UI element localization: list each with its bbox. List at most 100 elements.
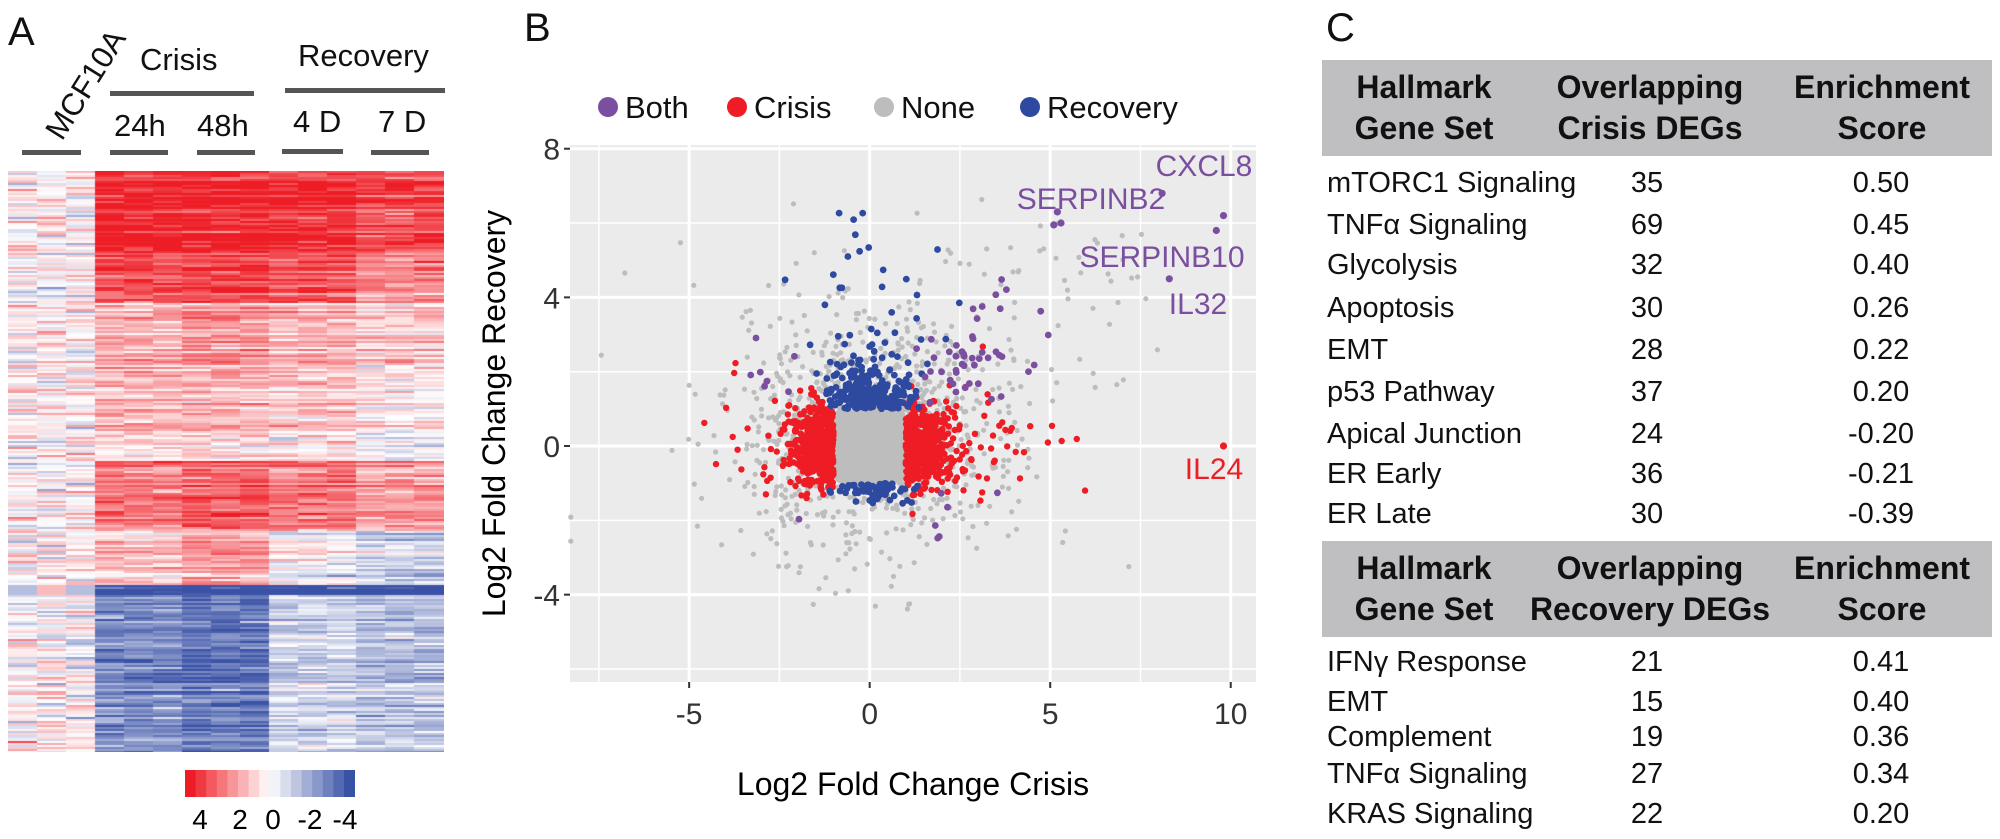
point-none	[1000, 463, 1006, 469]
point-recovery	[868, 341, 876, 348]
point-crisis	[823, 411, 830, 419]
point-none	[894, 504, 900, 511]
point-crisis	[940, 410, 947, 418]
point-both	[937, 489, 945, 497]
point-crisis	[912, 441, 920, 448]
point-none	[843, 532, 849, 538]
point-recovery	[876, 393, 884, 401]
point-none	[918, 394, 925, 401]
point-none	[834, 312, 840, 318]
point-both	[1057, 219, 1065, 227]
point-none	[878, 549, 885, 555]
point-recovery	[871, 484, 879, 491]
point-none	[711, 433, 717, 439]
point-none	[853, 541, 859, 547]
point-crisis	[951, 414, 959, 421]
point-crisis	[920, 421, 927, 429]
point-both	[952, 388, 960, 396]
bracket-24h	[110, 150, 168, 155]
point-none	[1154, 347, 1160, 353]
bracket-4d	[282, 149, 343, 154]
point-crisis	[925, 471, 932, 479]
point-crisis	[767, 445, 775, 453]
point-none	[1011, 357, 1017, 363]
point-none	[835, 290, 841, 296]
point-none	[981, 451, 987, 457]
x-tick-label: 5	[1042, 698, 1059, 731]
point-recovery	[904, 497, 911, 504]
point-none	[744, 446, 750, 452]
point-none	[890, 505, 896, 511]
point-crisis	[923, 413, 930, 420]
point-recovery	[905, 371, 913, 379]
point-none	[1105, 271, 1111, 277]
colorbar-swatch	[280, 770, 292, 797]
point-recovery	[840, 361, 848, 369]
point-none	[847, 494, 853, 500]
point-crisis	[914, 461, 921, 469]
gene-set-name: EMT	[1327, 686, 1389, 718]
point-recovery	[806, 341, 814, 349]
point-crisis	[800, 443, 807, 451]
point-none	[896, 304, 902, 310]
point-both	[1219, 212, 1228, 220]
point-crisis	[787, 478, 794, 486]
point-none	[894, 320, 900, 327]
point-none	[1055, 323, 1061, 329]
point-none	[940, 516, 946, 522]
point-none	[934, 501, 940, 507]
point-recovery	[865, 381, 872, 388]
point-both	[747, 371, 755, 379]
point-recovery	[852, 367, 859, 375]
point-none	[1119, 233, 1125, 239]
point-none	[794, 507, 800, 513]
point-recovery	[866, 497, 874, 504]
point-both	[931, 522, 939, 529]
point-recovery	[888, 309, 896, 316]
point-recovery	[845, 402, 852, 409]
point-recovery	[823, 375, 831, 382]
point-none	[915, 381, 921, 388]
point-none	[946, 371, 952, 377]
point-crisis	[938, 478, 946, 485]
point-crisis	[773, 448, 780, 455]
point-none	[914, 210, 920, 216]
point-none	[935, 350, 941, 356]
point-crisis	[960, 487, 967, 494]
point-crisis	[979, 343, 986, 350]
point-none	[699, 495, 705, 501]
point-none	[794, 502, 800, 508]
point-none	[691, 282, 697, 288]
point-crisis	[920, 447, 927, 455]
point-crisis	[787, 459, 794, 467]
point-none	[912, 351, 918, 357]
colorbar-swatch	[216, 770, 228, 797]
point-both	[1003, 286, 1010, 293]
point-both	[984, 354, 992, 362]
point-none	[833, 343, 839, 349]
point-recovery	[889, 484, 896, 491]
point-none	[957, 500, 963, 506]
point-crisis	[810, 458, 817, 465]
point-none	[919, 359, 926, 365]
point-recovery	[917, 336, 925, 343]
point-none	[853, 310, 859, 317]
point-none	[814, 512, 821, 518]
point-recovery	[856, 356, 864, 364]
point-none	[755, 429, 761, 435]
point-both	[761, 382, 768, 390]
legend-label: None	[901, 90, 975, 125]
overlap-count: 69	[1630, 209, 1664, 241]
legend-dot-none	[874, 97, 894, 117]
point-crisis	[817, 424, 824, 431]
point-both	[795, 515, 803, 523]
point-none	[864, 561, 870, 567]
enrichment-score: 0.40	[1852, 686, 1910, 718]
point-none	[1024, 358, 1031, 364]
point-none	[888, 583, 894, 589]
gene-set-name: Apical Junction	[1327, 418, 1523, 450]
colorbar-swatch	[269, 770, 281, 797]
point-none	[940, 485, 947, 491]
point-recovery	[905, 399, 913, 407]
point-none	[866, 535, 872, 542]
